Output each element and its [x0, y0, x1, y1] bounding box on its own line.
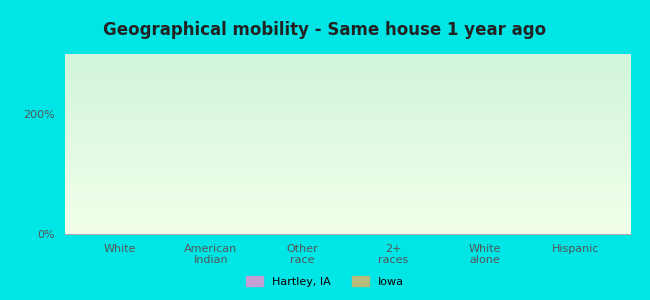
Bar	[393, 184, 425, 234]
Text: City-Data.com: City-Data.com	[549, 59, 619, 69]
Text: Geographical mobility - Same house 1 year ago: Geographical mobility - Same house 1 yea…	[103, 21, 547, 39]
Bar	[576, 186, 608, 234]
Bar	[484, 182, 517, 234]
Bar	[544, 191, 576, 234]
Bar	[302, 187, 334, 234]
Legend: Hartley, IA, Iowa: Hartley, IA, Iowa	[242, 272, 408, 291]
Bar	[361, 177, 393, 234]
Bar	[270, 206, 302, 234]
Bar	[179, 184, 211, 234]
Bar	[88, 183, 120, 234]
Bar	[211, 184, 243, 234]
Bar	[120, 181, 151, 234]
Bar	[452, 185, 484, 234]
